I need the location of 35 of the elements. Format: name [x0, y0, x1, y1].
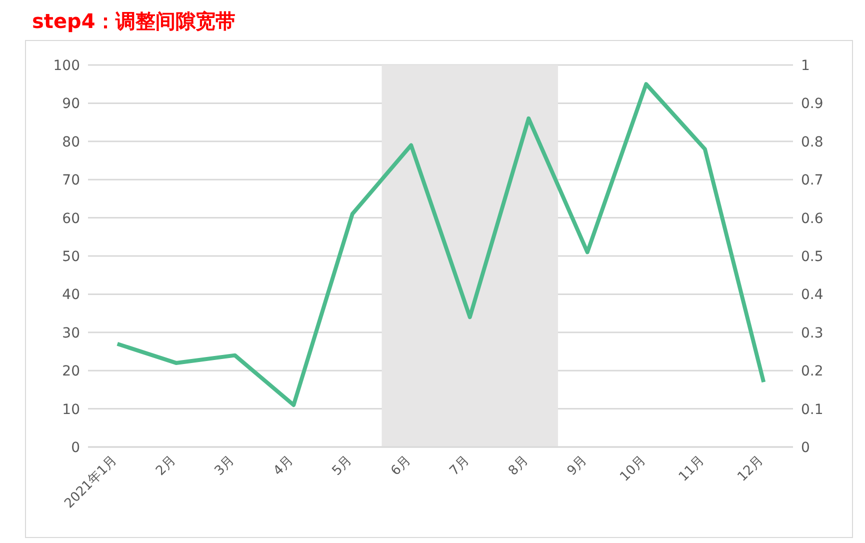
y2-tick-label: 1	[801, 58, 810, 74]
y2-tick-label: 0	[801, 440, 810, 456]
y2-tick-label: 0.2	[801, 364, 824, 380]
y-tick-label: 70	[62, 172, 80, 189]
y-tick-label: 30	[62, 325, 80, 342]
y-tick-label: 20	[62, 364, 80, 380]
y2-tick-label: 0.5	[801, 248, 824, 265]
y-tick-label: 100	[53, 58, 80, 74]
y2-tick-label: 0.7	[801, 172, 824, 189]
x-tick-label: 11月	[676, 453, 708, 485]
y-tick-label: 0	[71, 440, 80, 456]
x-tick-label: 8月	[506, 453, 532, 479]
x-tick-label: 12月	[734, 453, 766, 485]
y-tick-label: 90	[62, 96, 80, 112]
y-tick-label: 50	[62, 248, 80, 265]
x-tick-label: 6月	[388, 453, 414, 479]
line-series	[115, 82, 766, 407]
y2-tick-label: 0.9	[801, 96, 824, 112]
y2-tick-label: 0.1	[801, 402, 824, 418]
y2-tick-label: 0.6	[801, 210, 824, 227]
y-tick-label: 80	[62, 134, 80, 150]
x-tick-label: 2月	[153, 453, 179, 479]
x-tick-label: 4月	[270, 453, 296, 479]
x-tick-label: 7月	[447, 453, 473, 479]
y-tick-label: 60	[62, 210, 80, 227]
x-tick-label: 5月	[330, 453, 356, 479]
y2-tick-label: 0.3	[801, 325, 824, 342]
x-tick-label: 3月	[212, 453, 238, 479]
y-tick-label: 40	[62, 287, 80, 304]
y-tick-label: 10	[62, 402, 80, 418]
x-tick-label: 9月	[564, 453, 590, 479]
y2-tick-label: 0.8	[801, 134, 824, 150]
y2-tick-label: 0.4	[801, 287, 824, 304]
x-tick-label: 10月	[617, 453, 649, 485]
chart-title: step4：调整间隙宽带	[32, 8, 236, 35]
